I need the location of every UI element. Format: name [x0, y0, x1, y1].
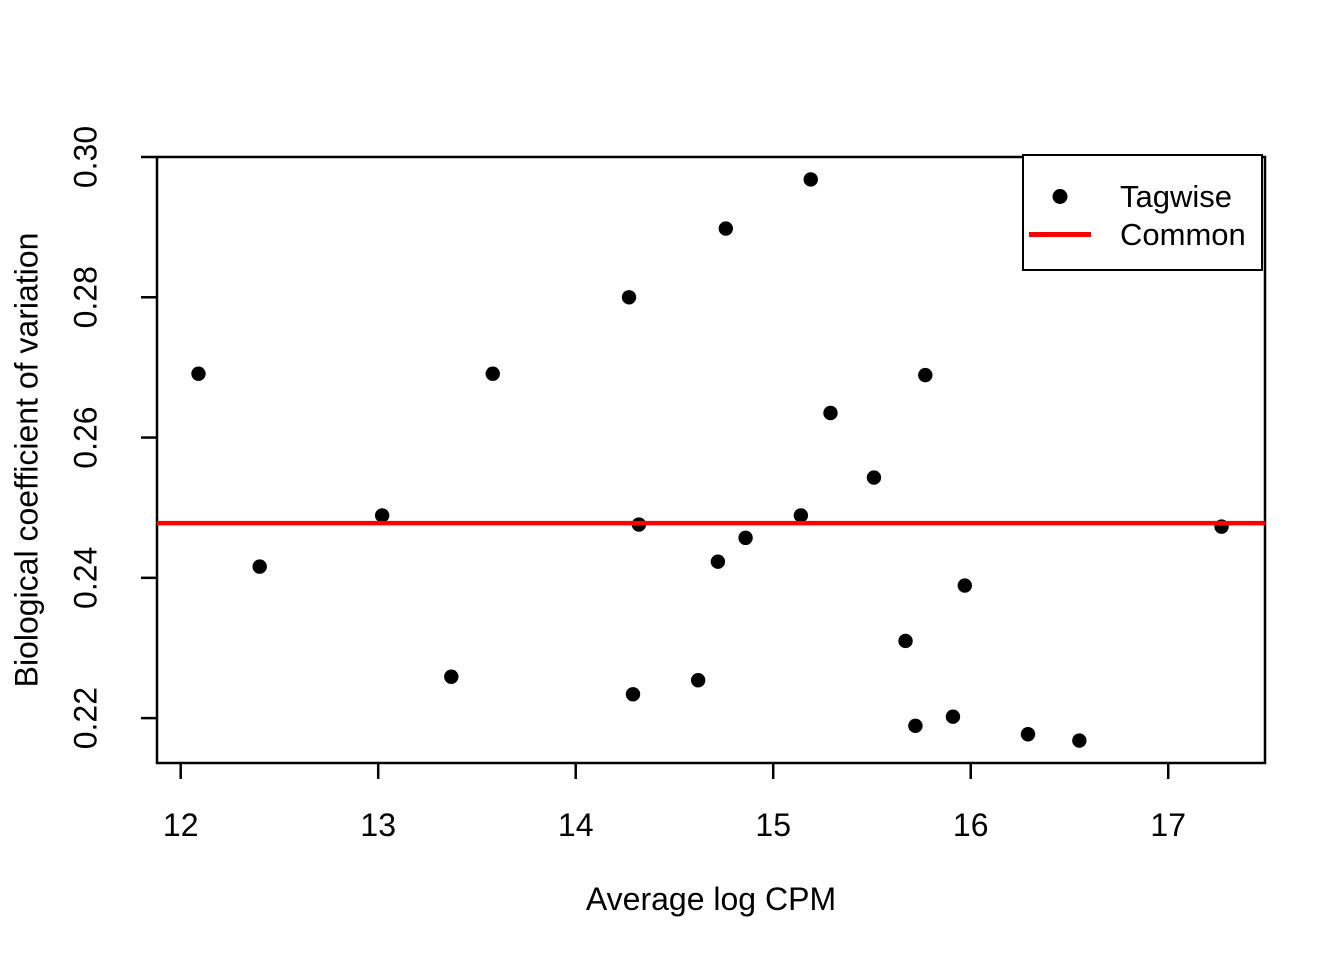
x-tick-label: 14	[558, 807, 594, 843]
tagwise-point	[621, 290, 637, 305]
tagwise-point	[718, 221, 734, 236]
tagwise-point	[252, 559, 267, 574]
tagwise-point	[1072, 733, 1087, 748]
tagwise-point	[918, 367, 933, 383]
y-tick-label: 0.22	[67, 687, 103, 749]
tagwise-dot-icon	[1052, 188, 1068, 204]
y-tick-label: 0.30	[67, 126, 103, 188]
tagwise-point	[444, 669, 459, 684]
tagwise-point	[625, 687, 641, 702]
x-tick-label: 13	[360, 807, 396, 843]
legend-row-common: Common	[1024, 215, 1261, 253]
tagwise-point	[738, 530, 753, 546]
tagwise-point	[485, 366, 500, 381]
legend-label-tagwise: Tagwise	[1120, 178, 1232, 214]
x-tick-label: 12	[163, 807, 199, 843]
legend-row-tagwise: Tagwise	[1024, 177, 1261, 215]
tagwise-point	[803, 172, 818, 187]
y-axis-title: Biological coefficient of variation	[8, 232, 45, 688]
x-tick-label: 15	[755, 807, 791, 843]
common-line-icon	[1029, 231, 1091, 237]
tagwise-point	[710, 554, 726, 569]
legend: Tagwise Common	[1022, 154, 1263, 271]
tagwise-point	[908, 718, 923, 734]
y-tick-label: 0.28	[67, 266, 103, 328]
tagwise-point	[945, 709, 961, 724]
x-axis-title: Average log CPM	[585, 881, 837, 917]
tagwise-point	[191, 366, 206, 381]
x-tick-label: 16	[953, 807, 989, 843]
tagwise-point	[823, 405, 838, 421]
tagwise-point	[793, 508, 809, 523]
tagwise-point	[957, 578, 972, 593]
legend-label-common: Common	[1120, 216, 1246, 252]
tagwise-point	[898, 633, 913, 649]
y-tick-label: 0.26	[67, 406, 103, 468]
tagwise-point	[690, 673, 706, 688]
x-tick-label: 17	[1150, 807, 1186, 843]
plot-box	[155, 155, 1267, 765]
tagwise-point	[866, 470, 882, 485]
tagwise-point	[1020, 727, 1036, 742]
y-tick-label: 0.24	[67, 547, 103, 609]
tagwise-point	[374, 508, 390, 523]
